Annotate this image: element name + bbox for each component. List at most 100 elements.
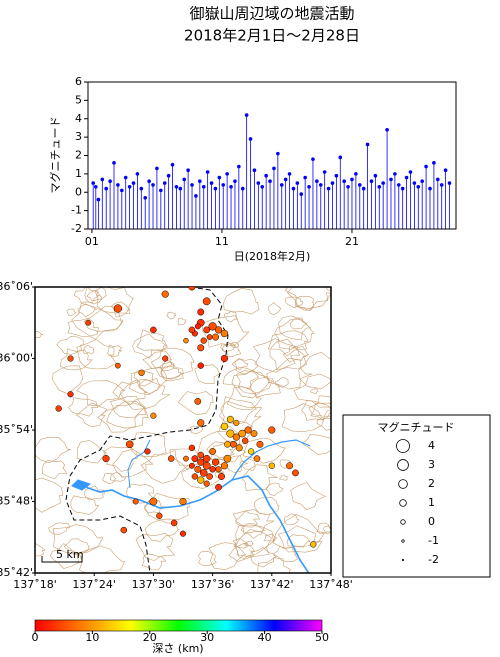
epicenter <box>235 444 243 452</box>
contour <box>240 523 266 539</box>
stem-marker <box>408 170 413 174</box>
y-tick-label: 35˚42' <box>0 566 33 579</box>
contour <box>284 513 300 526</box>
contour <box>272 514 325 549</box>
stem-marker <box>225 172 229 176</box>
stem-marker <box>428 186 432 191</box>
contour <box>51 365 83 395</box>
epicenter <box>220 329 229 338</box>
epicenter <box>199 469 208 477</box>
epicenter <box>150 412 157 419</box>
contour <box>70 495 99 515</box>
stem-marker <box>373 173 378 178</box>
legend-label: 1 <box>428 496 435 509</box>
epicenter <box>183 337 189 344</box>
epicenter <box>203 480 210 487</box>
contour <box>267 302 282 316</box>
x-tick-label: 01 <box>85 235 99 248</box>
epicenter <box>191 455 199 462</box>
epicenter <box>149 497 158 506</box>
epicenter <box>220 354 229 363</box>
stem-marker <box>256 181 261 185</box>
legend-label: 0 <box>428 515 435 528</box>
epicenter <box>144 448 151 455</box>
contour <box>310 388 319 394</box>
epicenter <box>203 326 211 334</box>
epicenter <box>67 391 74 398</box>
stem-marker <box>108 179 112 184</box>
river <box>77 475 310 573</box>
epicenter <box>167 455 175 462</box>
contour <box>77 303 98 318</box>
y-tick-label: 5 <box>75 93 82 106</box>
x-tick-label: 137˚42' <box>250 578 294 591</box>
stem-marker <box>315 179 319 184</box>
contour <box>265 482 284 496</box>
contour <box>68 397 99 417</box>
stem-marker <box>135 172 140 176</box>
contour <box>107 344 123 357</box>
epicenter <box>202 461 211 470</box>
stem-marker <box>147 179 151 184</box>
epicenter <box>202 454 211 463</box>
colorbar-tick-label: 30 <box>200 631 214 644</box>
epicenter <box>162 355 169 362</box>
stem-marker <box>439 183 444 187</box>
plot-frame <box>87 81 457 230</box>
stem-marker <box>194 194 198 198</box>
stem-marker <box>170 162 175 167</box>
contour <box>308 395 331 417</box>
contour <box>50 543 80 569</box>
contour <box>284 287 331 310</box>
stem-marker <box>338 155 343 160</box>
stem-marker <box>264 173 268 178</box>
contour <box>219 396 257 423</box>
epicenter <box>194 398 202 405</box>
legend-box <box>342 414 491 578</box>
stem-marker <box>205 170 210 174</box>
contour <box>160 359 176 371</box>
epicenter <box>113 304 123 313</box>
colorbar-tick-label: 50 <box>315 631 329 644</box>
contour <box>190 425 204 435</box>
stem-marker <box>318 183 323 187</box>
contour <box>228 529 272 562</box>
contour <box>281 403 325 433</box>
legend-title: マグニチュード <box>378 420 455 434</box>
epicenter <box>197 419 205 427</box>
contour <box>253 496 280 515</box>
chart-subtitle: 2018年2月1日～2月28日 <box>184 27 360 45</box>
epicenter <box>206 334 213 340</box>
epicenter <box>226 415 234 423</box>
epicenter <box>244 426 252 434</box>
contour <box>272 545 299 562</box>
contour <box>226 386 262 411</box>
stem-marker <box>174 184 179 189</box>
epicenter <box>268 462 275 469</box>
x-tick-label: 11 <box>215 235 229 248</box>
epicenter <box>220 462 229 470</box>
epicenter <box>223 454 232 463</box>
legend-symbol <box>399 499 407 507</box>
epicenter <box>232 433 240 441</box>
stem-marker <box>209 181 214 185</box>
epicenter <box>85 319 92 326</box>
contour <box>129 366 168 396</box>
contour <box>220 341 236 353</box>
epicenter <box>170 519 178 527</box>
stem-marker <box>162 181 167 185</box>
stem-marker <box>350 177 354 182</box>
y-tick-label: 2 <box>75 149 82 162</box>
epicenter <box>125 440 134 449</box>
epicenter <box>224 441 231 448</box>
contour <box>52 524 104 555</box>
contour <box>290 482 326 511</box>
stem-marker <box>201 184 206 189</box>
stem-marker <box>166 173 171 178</box>
stem-marker <box>416 184 421 189</box>
epicenter <box>229 440 237 448</box>
contour <box>235 524 277 558</box>
contour <box>35 331 44 339</box>
y-tick-label: 35˚54' <box>0 423 33 436</box>
